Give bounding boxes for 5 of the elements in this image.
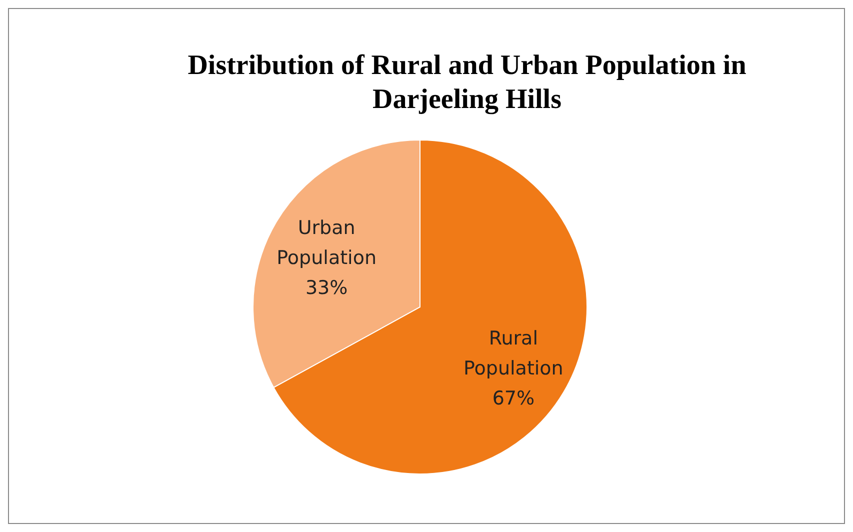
data-label: 67% [492, 387, 535, 410]
chart-title: Distribution of Rural and Urban Population in Darjeeling Hills [188, 50, 747, 115]
slice-label: Rural Population [464, 327, 564, 380]
data-label: 33% [305, 276, 348, 299]
slice-label: Urban Population [276, 216, 376, 269]
